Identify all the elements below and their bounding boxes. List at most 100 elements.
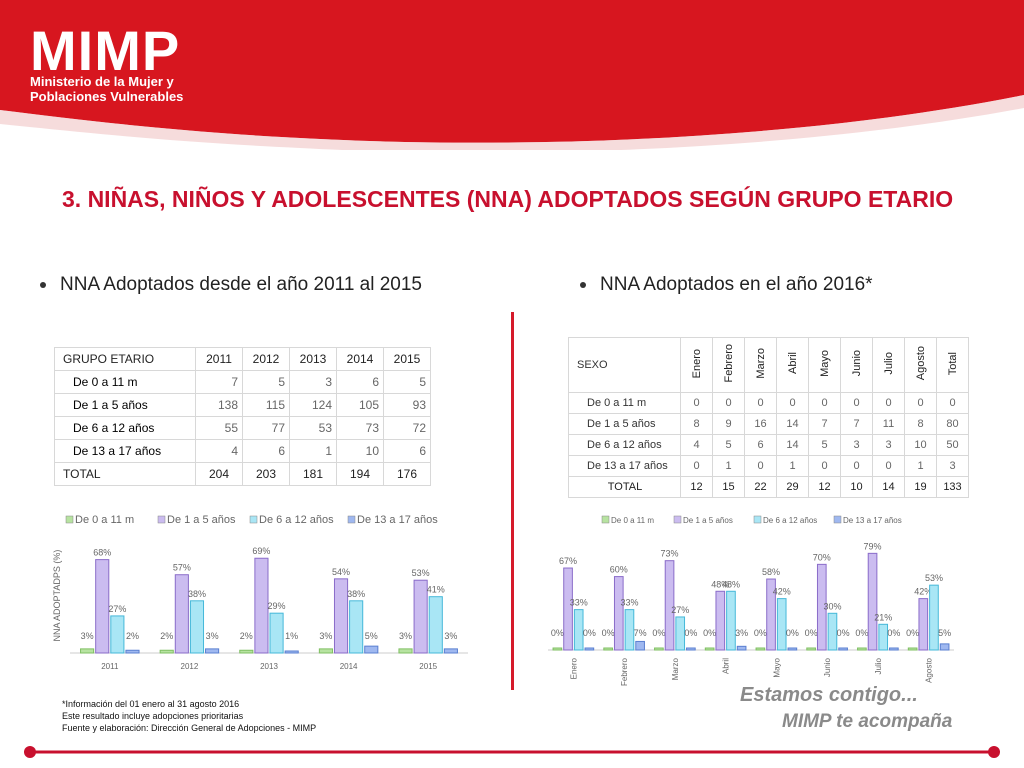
table-total-row: TOTAL 204 203 181 194 176 <box>54 462 431 486</box>
bar <box>787 647 798 651</box>
data-label: 3% <box>206 631 219 641</box>
data-label: 73% <box>661 549 679 559</box>
table-cell: 3 <box>936 455 969 477</box>
legend-label: De 1 a 5 años <box>683 516 733 525</box>
column-header: Mayo <box>808 337 841 393</box>
bar <box>349 600 364 654</box>
table-header-row: SEXO Enero Febrero Marzo Abril Mayo Juni… <box>568 337 969 393</box>
table-total-row: TOTAL 12 15 22 29 12 10 14 19 133 <box>568 476 969 498</box>
table-cell: 4 <box>680 434 713 456</box>
table-cell: 77 <box>242 416 290 440</box>
row-label: TOTAL <box>54 462 196 486</box>
bullet-left-text: NNA Adoptados desde el año 2011 al 2015 <box>60 274 422 295</box>
table-cell: 0 <box>712 392 745 414</box>
legend-label: De 0 a 11 m <box>75 514 134 526</box>
legend-label: De 6 a 12 años <box>259 514 334 526</box>
column-header-text: Mayo <box>818 350 831 377</box>
data-label: 3% <box>399 631 412 641</box>
bar <box>827 612 838 651</box>
column-header: Total <box>936 337 969 393</box>
bar <box>755 647 766 651</box>
legend-swatch <box>833 515 842 524</box>
data-label: 3% <box>444 631 457 641</box>
bullet-right: NNA Adoptados en el año 2016* <box>580 274 873 296</box>
row-label: De 1 a 5 años <box>54 393 196 417</box>
bar <box>766 578 776 651</box>
data-label: 57% <box>173 563 191 573</box>
table-cell: 80 <box>936 413 969 435</box>
table-cell: 176 <box>383 462 431 486</box>
table-cell: 4 <box>195 439 243 463</box>
data-label: 0% <box>837 628 850 638</box>
row-label: TOTAL <box>568 476 681 498</box>
table-cell: 8 <box>680 413 713 435</box>
table-cell: 14 <box>776 413 809 435</box>
data-label: 0% <box>754 628 767 638</box>
table-cell: 11 <box>872 413 905 435</box>
footnote-line: Fuente y elaboración: Dirección General … <box>62 723 317 733</box>
data-label: 1% <box>285 631 298 641</box>
data-label: 2% <box>126 631 139 641</box>
table-cell: 0 <box>840 392 873 414</box>
table-row: De 13 a 17 años 0 1 0 1 0 0 0 1 3 <box>568 455 969 477</box>
bar <box>816 563 827 651</box>
table-cell: 1 <box>289 439 337 463</box>
table-cell: 14 <box>776 434 809 456</box>
row-label: De 0 a 11 m <box>568 392 681 414</box>
data-label: 58% <box>762 567 780 577</box>
data-label: 68% <box>93 548 111 558</box>
table-cell: 7 <box>840 413 873 435</box>
data-label: 33% <box>620 598 638 608</box>
table-cell: 0 <box>904 392 937 414</box>
data-label: 2% <box>160 631 173 641</box>
chart-2011-2015: De 0 a 11 m De 1 a 5 años De 6 a 12 años De… <box>52 514 468 671</box>
org-name-line2: Poblaciones Vulnerables <box>30 89 184 104</box>
legend-label: De 0 a 11 m <box>611 516 654 525</box>
data-label: 0% <box>887 628 900 638</box>
y-axis-label: NNA ADOPTADPS (%) <box>52 550 62 642</box>
data-label: 27% <box>108 604 126 614</box>
table-cell: 0 <box>744 392 777 414</box>
legend-swatch <box>347 515 356 524</box>
data-label: 54% <box>332 567 350 577</box>
column-header: Abril <box>776 337 809 393</box>
bar <box>838 647 848 651</box>
bar <box>929 584 939 651</box>
bar <box>584 647 595 651</box>
bar <box>654 647 664 651</box>
column-header-text: Marzo <box>754 348 767 379</box>
column-header-text: Enero <box>690 348 703 379</box>
footnote: *Información del 01 enero al 31 agosto 2… <box>62 698 316 734</box>
column-header-text: Abril <box>786 352 799 375</box>
data-label: 0% <box>906 628 919 638</box>
category-label: Agosto <box>925 657 934 682</box>
bar <box>686 647 696 651</box>
bar <box>704 647 715 651</box>
table-cell: 0 <box>680 455 713 477</box>
table-cell: 0 <box>744 455 777 477</box>
data-label: 29% <box>268 601 286 611</box>
category-label: Abril <box>722 658 731 674</box>
table-cell: 15 <box>712 476 745 498</box>
table-header-row: GRUPO ETARIO 2011 2012 2013 2014 2015 <box>54 347 431 371</box>
mimp-logo: MIMP <box>30 19 181 82</box>
table-cell: 3 <box>840 434 873 456</box>
table-row: De 0 a 11 m 7 5 3 6 5 <box>54 370 431 394</box>
legend-label: De 1 a 5 años <box>167 514 236 526</box>
table-cell: 29 <box>776 476 809 498</box>
table-row: De 13 a 17 años 4 6 1 10 6 <box>54 439 431 463</box>
bar <box>715 590 726 651</box>
table-cell: 1 <box>904 455 937 477</box>
bar <box>806 647 816 651</box>
table-cell: 9 <box>712 413 745 435</box>
table-cell: 0 <box>936 392 969 414</box>
header-banner <box>0 0 1024 150</box>
table-cell: 72 <box>383 416 431 440</box>
table-cell: 0 <box>808 455 841 477</box>
data-label: 0% <box>703 628 716 638</box>
category-label: Enero <box>569 657 578 679</box>
legend-swatch <box>65 515 74 524</box>
table-cell: 3 <box>872 434 905 456</box>
legend-swatch <box>249 515 258 524</box>
table-cell: 133 <box>936 476 969 498</box>
